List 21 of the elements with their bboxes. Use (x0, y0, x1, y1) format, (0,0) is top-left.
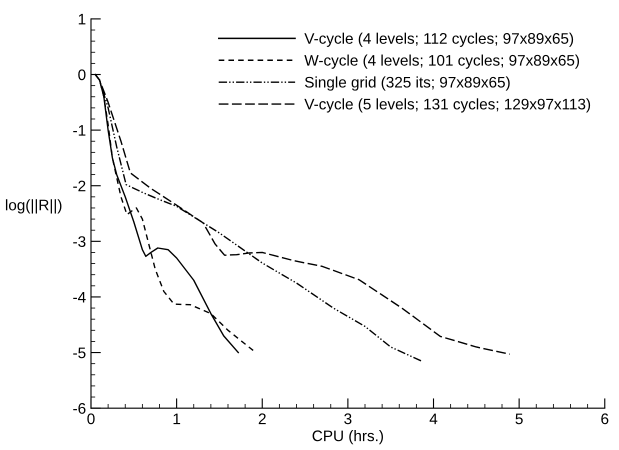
y-tick-label: -1 (73, 125, 86, 136)
y-tick-label: 0 (78, 69, 86, 80)
legend-label: W-cycle (4 levels; 101 cycles; 97x89x65) (304, 54, 580, 69)
y-tick-label: -6 (73, 403, 86, 414)
x-tick-label: 6 (601, 413, 608, 424)
x-axis-title: CPU (hrs.) (312, 430, 384, 444)
legend-label: V-cycle (5 levels; 131 cycles; 129x97x113) (304, 98, 590, 113)
y-tick-label: -4 (73, 292, 86, 302)
y-tick-label: -2 (73, 180, 86, 192)
y-tick-label: 1 (78, 14, 86, 24)
legend-label: Single grid (325 its; 97x89x65) (304, 76, 510, 91)
legend-label: V-cycle (4 levels; 112 cycles; 97x89x65) (304, 32, 574, 47)
y-tick-label: -5 (73, 348, 86, 358)
x-tick-label: 5 (516, 414, 523, 424)
x-tick-label: 3 (344, 413, 352, 424)
x-tick-label: 2 (258, 413, 266, 424)
x-tick-label: 0 (87, 413, 95, 424)
x-tick-label: 1 (174, 414, 180, 424)
y-axis-title: log(||R||) (6, 199, 62, 214)
y-tick-label: -3 (73, 236, 86, 248)
x-tick-label: 4 (430, 414, 438, 424)
